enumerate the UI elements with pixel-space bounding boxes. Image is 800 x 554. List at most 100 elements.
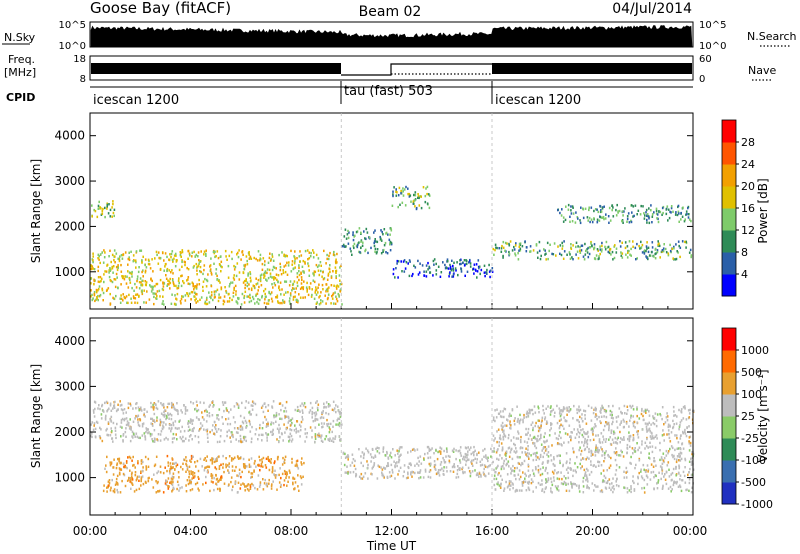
power-echo-cell	[451, 259, 453, 262]
velocity-echo-cell	[284, 431, 286, 434]
velocity-colorbar-tick-label: 1000	[741, 344, 769, 357]
power-frame	[89, 112, 694, 310]
velocity-echo-cell	[658, 471, 660, 474]
velocity-echo-cell	[189, 418, 192, 421]
velocity-echo-cell	[235, 431, 238, 434]
velocity-echo-cell	[515, 477, 517, 481]
power-echo-cell	[177, 284, 180, 288]
velocity-echo-cell	[608, 478, 611, 481]
velocity-echo-cell	[583, 431, 585, 434]
velocity-echo-cell	[590, 454, 593, 457]
velocity-echo-cell	[230, 476, 233, 479]
velocity-echo-cell	[133, 490, 136, 493]
velocity-echo-cell	[586, 484, 588, 487]
power-echo-cell	[282, 271, 285, 275]
velocity-echo-cell	[192, 402, 195, 405]
velocity-echo-cell	[261, 439, 263, 442]
power-echo-cell	[93, 291, 96, 294]
velocity-echo-cell	[171, 441, 174, 444]
power-echo-cell	[322, 271, 324, 274]
velocity-echo-cell	[288, 469, 291, 472]
velocity-echo-cell	[495, 467, 497, 470]
power-echo-cell	[595, 254, 598, 257]
power-echo-cell	[408, 192, 411, 196]
velocity-echo-cell	[489, 464, 491, 467]
velocity-echo-cell	[553, 458, 555, 461]
power-echo-cell	[341, 303, 343, 306]
velocity-echo-cell	[156, 471, 158, 475]
velocity-echo-cell	[191, 438, 193, 441]
power-echo-cell	[500, 247, 503, 250]
velocity-echo-cell	[508, 433, 510, 437]
velocity-echo-cell	[419, 469, 422, 472]
velocity-echo-cell	[684, 466, 686, 469]
velocity-echo-cell	[513, 450, 516, 453]
power-echo-cell	[685, 210, 688, 213]
velocity-echo-cell	[618, 484, 620, 488]
power-echo-cell	[136, 301, 139, 305]
power-echo-cell	[294, 260, 296, 263]
velocity-echo-cell	[136, 477, 138, 480]
velocity-echo-cell	[568, 489, 571, 493]
velocity-echo-cell	[254, 433, 257, 436]
power-echo-cell	[478, 267, 480, 270]
power-echo-cell	[112, 296, 114, 300]
power-echo-cell	[333, 254, 336, 257]
velocity-echo-cell	[553, 415, 556, 418]
velocity-echo-cell	[198, 477, 200, 480]
power-echo-cell	[672, 210, 674, 213]
power-echo-cell	[575, 211, 577, 214]
power-echo-cell	[302, 296, 304, 299]
velocity-echo-cell	[122, 412, 125, 415]
velocity-echo-cell	[179, 436, 182, 439]
velocity-echo-cell	[549, 413, 552, 416]
velocity-echo-cell	[451, 449, 454, 452]
velocity-echo-cell	[174, 408, 177, 411]
power-echo-cell	[130, 250, 132, 253]
velocity-echo-cell	[654, 412, 657, 415]
velocity-echo-cell	[112, 466, 115, 469]
velocity-echo-cell	[510, 427, 512, 430]
velocity-echo-cell	[544, 446, 547, 449]
power-echo-cell	[392, 272, 395, 276]
power-echo-cell	[674, 258, 677, 261]
power-echo-cell	[318, 264, 320, 267]
velocity-echo-cell	[466, 453, 469, 456]
power-echo-cell	[645, 208, 648, 212]
power-echo-cell	[195, 253, 198, 257]
power-echo-cell	[291, 289, 293, 292]
velocity-echo-cell	[101, 403, 104, 407]
velocity-echo-cell	[515, 447, 517, 450]
velocity-echo-cell	[144, 455, 147, 459]
power-echo-cell	[630, 247, 632, 251]
velocity-echo-cell	[630, 487, 632, 490]
velocity-echo-cell	[168, 417, 170, 420]
power-echo-cell	[170, 252, 173, 256]
velocity-echo-cell	[591, 430, 594, 434]
velocity-echo-cell	[216, 457, 218, 460]
velocity-echo-cell	[396, 461, 398, 464]
velocity-echo-cell	[688, 460, 691, 463]
velocity-echo-cell	[337, 417, 339, 420]
velocity-echo-cell	[360, 461, 362, 465]
power-echo-cell	[228, 254, 231, 258]
velocity-echo-cell	[552, 408, 555, 411]
velocity-echo-cell	[282, 439, 284, 442]
velocity-echo-cell	[213, 476, 215, 480]
velocity-echo-cell	[508, 482, 511, 485]
power-echo-cell	[604, 217, 607, 220]
velocity-echo-cell	[279, 467, 281, 470]
velocity-echo-cell	[218, 455, 220, 458]
velocity-echo-cell	[465, 463, 467, 466]
power-echo-cell	[109, 279, 112, 282]
velocity-echo-cell	[635, 463, 637, 467]
velocity-echo-cell	[289, 432, 292, 435]
velocity-echo-cell	[232, 485, 234, 488]
power-echo-cell	[259, 278, 262, 281]
power-echo-cell	[577, 245, 579, 248]
velocity-echo-cell	[294, 487, 296, 490]
power-echo-cell	[250, 279, 252, 282]
velocity-echo-cell	[605, 409, 608, 413]
power-echo-cell	[271, 255, 274, 258]
